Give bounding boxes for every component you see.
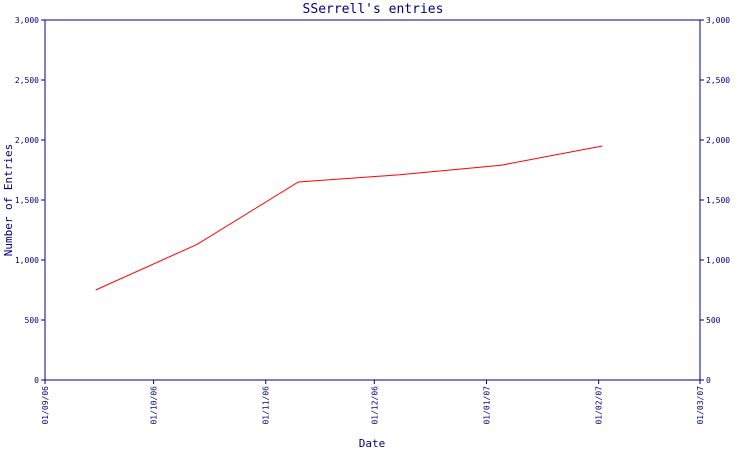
y-tick-label-left: 2,000 [15,136,39,145]
y-tick-label-left: 0 [34,376,39,385]
y-axis-left: 0 500 1,000 1,500 2,000 2,500 3,000 [15,16,45,385]
y-tick-label-left: 3,000 [15,16,39,25]
x-tick-label: 01/11/06 [262,386,271,425]
x-tick-label: 01/03/07 [696,386,705,425]
y-tick-label-left: 500 [25,316,40,325]
x-tick-label: 01/10/06 [150,386,159,425]
x-axis-label: Date [359,437,386,450]
plot-frame [44,19,701,381]
y-tick-label-right: 2,000 [706,136,730,145]
series-group [95,145,603,291]
x-tick-label: 01/02/07 [595,386,604,425]
y-tick-label-right: 3,000 [706,16,730,25]
series-line [95,145,603,291]
x-tick-label: 01/01/07 [482,386,491,425]
x-axis: 01/09/06 01/10/06 01/11/06 01/12/06 01/01/07… [41,380,705,425]
y-tick-label-right: 500 [706,316,721,325]
y-tick-label-left: 1,500 [15,196,39,205]
y-tick-label-left: 2,500 [15,76,39,85]
x-tick-label: 01/09/06 [41,386,50,425]
y-tick-label-left: 1,000 [15,256,39,265]
y-tick-label-right: 2,500 [706,76,730,85]
y-tick-label-right: 1,000 [706,256,730,265]
chart-title: SSerrell's entries [303,2,444,17]
y-tick-label-right: 1,500 [706,196,730,205]
y-axis-label: Number of Entries [2,144,15,257]
y-tick-label-right: 0 [706,376,711,385]
x-tick-label: 01/12/06 [370,386,379,425]
y-axis-right: 0 500 1,000 1,500 2,000 2,500 3,000 [700,16,730,385]
